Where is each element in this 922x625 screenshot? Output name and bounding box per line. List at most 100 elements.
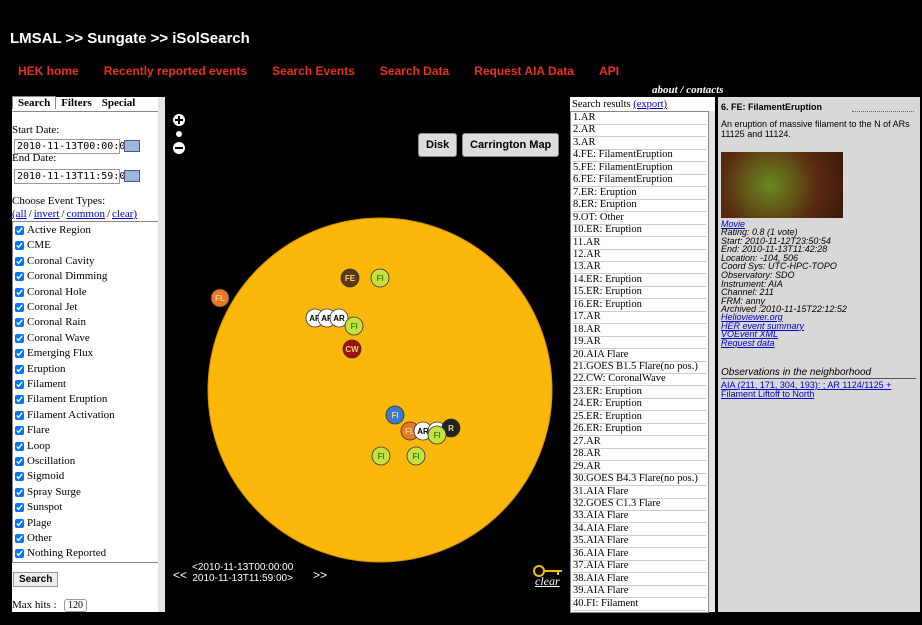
checkbox[interactable] <box>15 472 24 481</box>
calendar-icon[interactable] <box>124 140 140 152</box>
checkbox[interactable] <box>15 349 24 358</box>
event-icon[interactable]: FI <box>371 269 389 287</box>
nav-link[interactable]: Request AIA Data <box>474 64 574 78</box>
result-item[interactable]: 24.ER: Eruption <box>573 398 706 411</box>
event-icon[interactable]: FE <box>341 269 359 287</box>
event-icon[interactable]: FI <box>428 426 446 444</box>
result-item[interactable]: 22.CW: CoronalWave <box>573 373 706 386</box>
result-item[interactable]: 11.AR <box>573 237 706 250</box>
result-item[interactable]: 17.AR <box>573 311 706 324</box>
checkbox[interactable] <box>15 226 24 235</box>
toolbar-icons[interactable] <box>852 102 914 112</box>
checkbox[interactable] <box>15 411 24 420</box>
type-link[interactable]: invert <box>34 208 60 220</box>
checkbox[interactable] <box>15 426 24 435</box>
export-link[interactable]: (export) <box>633 99 667 110</box>
checkbox[interactable] <box>15 241 24 250</box>
result-item[interactable]: 16.ER: Eruption <box>573 299 706 312</box>
result-item[interactable]: 18.AR <box>573 324 706 337</box>
result-item[interactable]: 31.AIA Flare <box>573 486 706 499</box>
neighborhood-link[interactable]: AIA (211, 171, 304, 193): ; AR 1124/1125… <box>721 381 916 399</box>
nav-link[interactable]: Search Events <box>272 64 355 78</box>
checkbox[interactable] <box>15 457 24 466</box>
result-item[interactable]: 28.AR <box>573 448 706 461</box>
result-item[interactable]: 2.AR <box>573 124 706 137</box>
result-item[interactable]: 25.ER: Eruption <box>573 411 706 424</box>
prev-button[interactable]: << <box>173 568 187 582</box>
result-item[interactable]: 14.ER: Eruption <box>573 274 706 287</box>
event-type: Eruption <box>15 363 66 375</box>
max-hits-select[interactable]: 120 <box>64 599 87 612</box>
clear-link[interactable]: clear <box>535 574 560 589</box>
about-link[interactable]: about / contacts <box>652 84 724 96</box>
result-item[interactable]: 15.ER: Eruption <box>573 286 706 299</box>
result-item[interactable]: 6.FE: FilamentEruption <box>573 174 706 187</box>
type-link[interactable]: common <box>66 208 105 220</box>
event-icon[interactable]: FI <box>345 317 363 335</box>
type-link[interactable]: (all <box>12 208 27 220</box>
result-item[interactable]: 1.AR <box>573 112 706 125</box>
result-item[interactable]: 13.AR <box>573 261 706 274</box>
result-item[interactable]: 10.ER: Eruption <box>573 224 706 237</box>
tab[interactable]: Search <box>12 96 56 109</box>
checkbox[interactable] <box>15 519 24 528</box>
event-icon[interactable]: FI <box>372 447 390 465</box>
nav-link[interactable]: HEK home <box>18 64 79 78</box>
checkbox[interactable] <box>15 442 24 451</box>
result-item[interactable]: 32.GOES C1.3 Flare <box>573 498 706 511</box>
result-item[interactable]: 21.GOES B1.5 Flare(no pos.) <box>573 361 706 374</box>
result-item[interactable]: 37.AIA Flare <box>573 560 706 573</box>
result-item[interactable]: 4.FE: FilamentEruption <box>573 149 706 162</box>
tab[interactable]: Special <box>97 97 141 109</box>
result-item[interactable]: 23.ER: Eruption <box>573 386 706 399</box>
result-item[interactable]: 7.ER: Eruption <box>573 187 706 200</box>
result-item[interactable]: 3.AR <box>573 137 706 150</box>
result-item[interactable]: 40.FI: Filament <box>573 598 706 611</box>
checkbox[interactable] <box>15 272 24 281</box>
result-item[interactable]: 20.AIA Flare <box>573 349 706 362</box>
type-link[interactable]: clear) <box>112 208 137 220</box>
checkbox[interactable] <box>15 534 24 543</box>
event-thumbnail[interactable] <box>721 152 843 218</box>
detail-link[interactable]: Request data <box>721 339 804 348</box>
nav-link[interactable]: Recently reported events <box>104 64 247 78</box>
event-icon[interactable]: CW <box>343 340 361 358</box>
result-item[interactable]: 8.ER: Eruption <box>573 199 706 212</box>
calendar-icon[interactable] <box>124 170 140 182</box>
checkbox[interactable] <box>15 395 24 404</box>
zoom-slider[interactable] <box>176 131 182 137</box>
event-icon[interactable]: FI <box>407 447 425 465</box>
end-input[interactable]: 2010-11-13T11:59:00 <box>14 169 120 184</box>
result-item[interactable]: 36.AIA Flare <box>573 548 706 561</box>
result-item[interactable]: 38.AIA Flare <box>573 573 706 586</box>
tab[interactable]: Filters <box>56 97 97 109</box>
checkbox[interactable] <box>15 334 24 343</box>
result-item[interactable]: 29.AR <box>573 461 706 474</box>
event-icon[interactable]: FL <box>211 289 229 307</box>
result-item[interactable]: 5.FE: FilamentEruption <box>573 162 706 175</box>
search-button[interactable]: Search <box>13 572 58 587</box>
result-item[interactable]: 9.OT: Other <box>573 212 706 225</box>
next-button[interactable]: >> <box>313 568 327 582</box>
checkbox[interactable] <box>15 549 24 558</box>
result-item[interactable]: 19.AR <box>573 336 706 349</box>
checkbox[interactable] <box>15 380 24 389</box>
result-item[interactable]: 35.AIA Flare <box>573 535 706 548</box>
checkbox[interactable] <box>15 365 24 374</box>
checkbox[interactable] <box>15 257 24 266</box>
result-item[interactable]: 12.AR <box>573 249 706 262</box>
result-item[interactable]: 33.AIA Flare <box>573 510 706 523</box>
result-item[interactable]: 39.AIA Flare <box>573 585 706 598</box>
result-item[interactable]: 30.GOES B4.3 Flare(no pos.) <box>573 473 706 486</box>
checkbox[interactable] <box>15 288 24 297</box>
checkbox[interactable] <box>15 488 24 497</box>
result-item[interactable]: 26.ER: Eruption <box>573 423 706 436</box>
event-icon[interactable]: FI <box>386 406 404 424</box>
checkbox[interactable] <box>15 503 24 512</box>
checkbox[interactable] <box>15 303 24 312</box>
result-item[interactable]: 34.AIA Flare <box>573 523 706 536</box>
result-item[interactable]: 27.AR <box>573 436 706 449</box>
nav-link[interactable]: API <box>599 64 619 78</box>
checkbox[interactable] <box>15 318 24 327</box>
nav-link[interactable]: Search Data <box>380 64 449 78</box>
